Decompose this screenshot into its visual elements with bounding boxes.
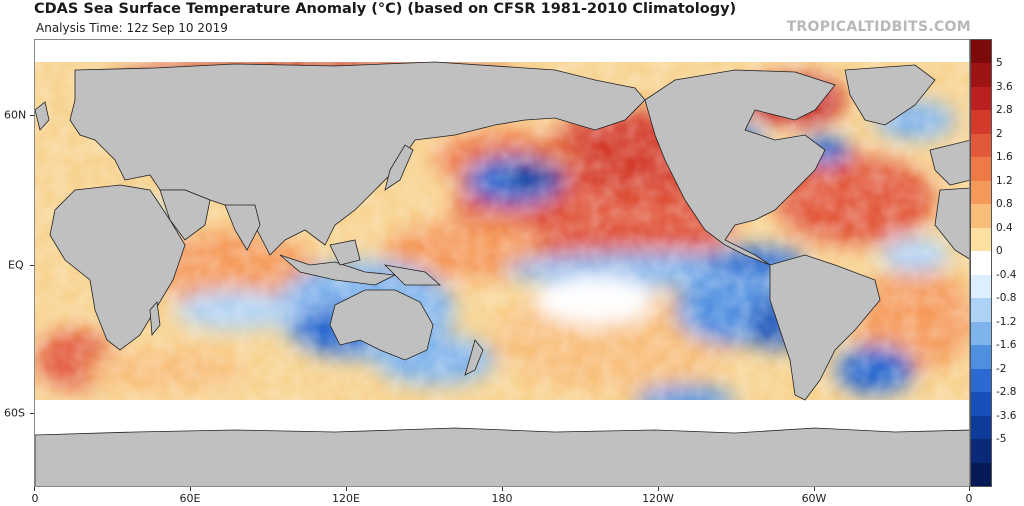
colorbar-label: -1.6 [996,339,1017,352]
lon-tick-0-east [969,487,970,491]
watermark: TROPICALTIDBITS.COM [786,19,971,35]
india-land [224,204,261,251]
lon-tick-120e [346,487,347,491]
colorbar-segment [971,415,991,440]
lon-tick-60w [814,487,815,491]
lon-label-180: 180 [491,492,513,505]
land-masses [35,61,969,486]
colorbar-label: 0 [996,245,1003,258]
colorbar-segment [971,345,991,370]
colorbar-label: 1.2 [996,174,1013,187]
arctic-sea-ice [35,40,969,62]
colorbar-label: -5 [996,433,1007,446]
colorbar-segment [971,298,991,323]
north-america-land [644,69,836,266]
lat-label-60n: 60N [4,108,27,122]
colorbar [970,39,992,487]
colorbar-segment [971,251,991,276]
south-america-land [769,254,881,401]
lon-label-0: 0 [31,492,39,505]
colorbar-segment [971,227,991,252]
colorbar-segment [971,86,991,111]
lon-label-120e: 120E [332,492,360,505]
colorbar-label: 2.8 [996,104,1013,117]
colorbar-label: -0.8 [996,292,1017,305]
colorbar-label: 3.6 [996,80,1013,93]
colorbar-segment [971,392,991,417]
eurasia-land [69,61,646,256]
colorbar-segment [971,157,991,182]
japan-land [384,144,414,191]
australia-land [329,289,434,361]
lat-tick-60s [30,413,34,414]
sst-anomaly-map [34,39,970,487]
lat-label-60s: 60S [4,406,25,420]
lon-tick-120w [658,487,659,491]
madagascar-land [149,301,161,337]
lat-tick-60n [30,115,34,116]
lon-label-0-east: 0 [965,492,973,505]
colorbar-label: -2.8 [996,386,1017,399]
lon-tick-180 [502,487,503,491]
west-africa-edge-land [934,187,969,260]
colorbar-label: 1.6 [996,151,1013,164]
map-svg [35,40,969,486]
colorbar-label: 2 [996,127,1003,140]
colorbar-segment [971,439,991,464]
colorbar-label: -2 [996,362,1007,375]
colorbar-segment [971,321,991,346]
colorbar-segment [971,63,991,88]
lat-tick-eq [30,265,34,266]
colorbar-segment [971,204,991,229]
lon-tick-60e [190,487,191,491]
colorbar-segment [971,40,991,64]
colorbar-segment [971,133,991,158]
colorbar-label: -3.6 [996,409,1017,422]
lon-label-60e: 60E [179,492,201,505]
analysis-time: Analysis Time: 12z Sep 10 2019 [36,21,228,35]
new-guinea-land [383,264,442,286]
uk-land [35,101,50,131]
borneo-land [329,239,361,266]
lon-label-120w: 120W [642,492,674,505]
chart-title: CDAS Sea Surface Temperature Anomaly (°C… [34,1,737,17]
lon-tick-0 [34,487,35,491]
colorbar-label: -0.4 [996,268,1017,281]
colorbar-segment [971,180,991,205]
colorbar-segment [971,368,991,393]
greenland-land [844,64,936,126]
antarctica-land [35,427,969,486]
colorbar-segment [971,110,991,135]
lat-label-eq: EQ [8,258,24,272]
colorbar-segment [971,274,991,299]
lon-label-60w: 60W [801,492,827,505]
colorbar-label: -1.2 [996,315,1017,328]
colorbar-label: 0.8 [996,198,1013,211]
iberia-land [929,140,969,186]
antarctic-sea-ice [35,400,969,430]
colorbar-segment [971,462,991,487]
new-zealand-land [464,339,484,376]
colorbar-label: 5 [996,57,1003,70]
colorbar-label: 0.4 [996,221,1013,234]
